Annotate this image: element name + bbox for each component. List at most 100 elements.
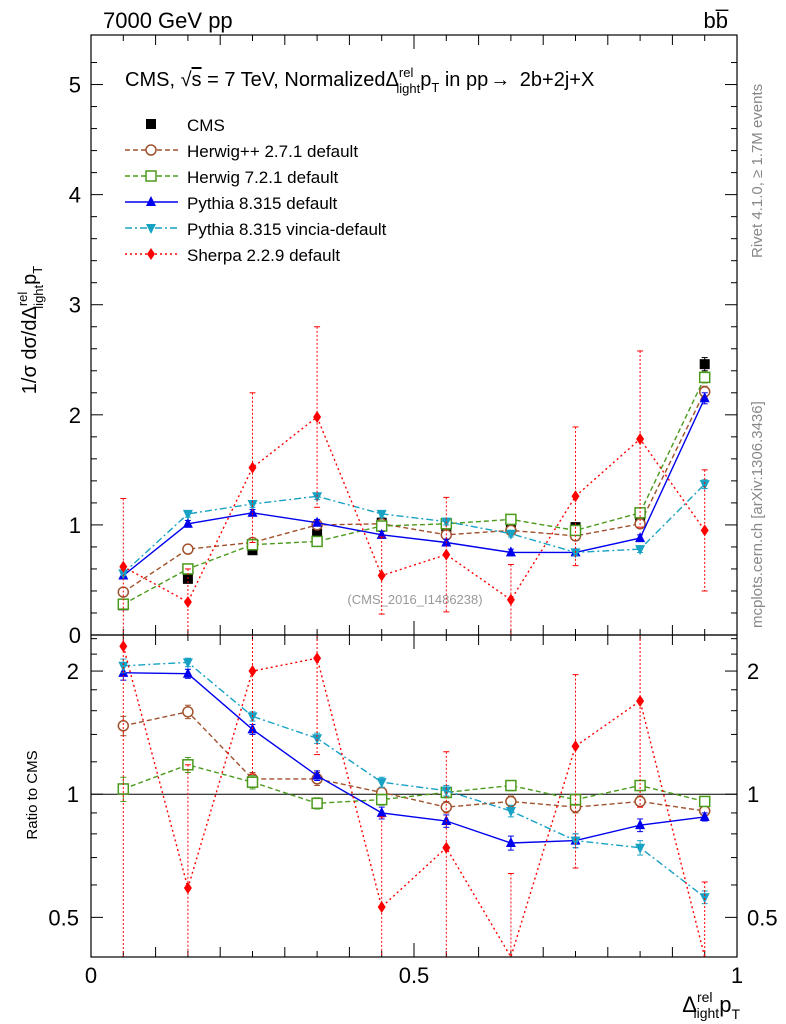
point-herwig7 [634, 779, 646, 792]
mcplots-label: mcplots.cern.ch [arXiv:1306.3436] [749, 401, 766, 628]
point-vincia [635, 843, 646, 854]
legend-marker-vincia [146, 224, 156, 234]
y-axis-label: 1/σ dσ/dΔrellightpT [15, 266, 46, 395]
point-sherpa [506, 593, 515, 606]
legend-label-sherpa: Sherpa 2.2.9 default [187, 246, 340, 265]
series-line-pythia [122, 398, 706, 577]
point-vincia [182, 658, 193, 669]
legend-marker-herwig7 [145, 170, 157, 182]
point-sherpa [700, 524, 709, 537]
point-herwig7 [698, 371, 711, 384]
main-series [117, 326, 711, 636]
point-sherpa [183, 595, 192, 608]
series-herwigpp [117, 385, 711, 598]
point-herwig7 [569, 524, 582, 537]
point-herwigpp [117, 720, 130, 732]
ratio-y-tick-label-right: 1 [747, 782, 759, 807]
energy-label: 7000 GeV pp [103, 8, 233, 33]
ratio-y-axis-label: Ratio to CMS [24, 750, 41, 839]
point-sherpa [248, 665, 257, 678]
series-line-pythia [123, 672, 705, 844]
point-sherpa [442, 548, 451, 561]
ratio-y-ticks: 0.5 0.5 1 1 2 2 [48, 638, 778, 930]
point-cms [699, 359, 710, 370]
main-y-tick-label: 0 [69, 623, 81, 648]
series-sherpa [119, 326, 709, 636]
legend-label-vincia: Pythia 8.315 vincia-default [187, 220, 387, 239]
series-pythia [118, 665, 710, 851]
point-pythia [247, 506, 258, 517]
point-vincia [441, 786, 452, 797]
point-herwig7 [505, 513, 517, 526]
analysis-watermark: (CMS_2016_I1486238) [347, 592, 482, 607]
point-vincia [312, 492, 323, 503]
ratio-panel-frame [90, 634, 738, 958]
legend-entry-sherpa: Sherpa 2.2.9 default [125, 246, 340, 265]
series-herwig7 [117, 756, 711, 810]
legend-marker-pythia [146, 196, 156, 206]
point-herwig7 [246, 538, 259, 551]
series-herwigpp [117, 704, 711, 817]
legend-label-herwig7: Herwig 7.2.1 default [187, 168, 338, 187]
point-vincia [118, 661, 129, 672]
legend: CMS Herwig++ 2.7.1 default Herwig 7.2.1 de… [125, 116, 387, 265]
legend-entry-vincia: Pythia 8.315 vincia-default [125, 220, 387, 239]
ratio-y-tick-label: 2 [67, 659, 79, 684]
main-y-tick-label: 4 [69, 183, 81, 208]
point-pythia [376, 528, 387, 539]
point-sherpa [636, 433, 645, 446]
point-vincia [376, 509, 387, 520]
legend-entry-cms: CMS [146, 116, 225, 135]
point-herwig7 [311, 797, 323, 810]
point-cms [312, 528, 323, 539]
ratio-y-tick-label-right: 2 [747, 659, 759, 684]
main-y-tick-label: 2 [69, 403, 81, 428]
point-pythia [312, 516, 323, 527]
point-pythia [505, 546, 516, 557]
x-ticks: 0 0.5 1 [85, 35, 743, 988]
point-sherpa [377, 569, 386, 582]
ratio-y-tick-label: 0.5 [48, 905, 79, 930]
point-vincia [505, 806, 516, 817]
series-line-herwigpp [122, 391, 706, 593]
point-herwig7 [246, 776, 259, 788]
series-line-sherpa [122, 415, 706, 603]
point-sherpa [571, 490, 580, 503]
point-pythia [699, 810, 710, 821]
point-pythia [182, 667, 193, 678]
point-vincia [505, 529, 516, 540]
chart-title: CMS, √s = 7 TeV, NormalizedΔrel lightpT i… [125, 65, 594, 96]
point-vincia [635, 545, 646, 556]
point-vincia [570, 836, 581, 847]
legend-entry-pythia: Pythia 8.315 default [125, 194, 338, 213]
legend-label-herwigpp: Herwig++ 2.7.1 default [187, 142, 358, 161]
main-y-ticks: 0 1 2 3 4 5 [69, 62, 737, 648]
series-cms [118, 357, 710, 611]
process-label: bb̅ [704, 8, 729, 33]
series-line-vincia [123, 661, 706, 898]
series-vincia [118, 657, 710, 905]
point-sherpa [119, 560, 128, 573]
point-vincia [182, 509, 193, 520]
ratio-y-tick-label-right: 0.5 [747, 905, 778, 930]
point-sherpa [248, 461, 257, 474]
series-line-herwig7 [123, 764, 705, 805]
x-tick-label: 0 [85, 963, 97, 988]
point-pythia [635, 532, 646, 543]
point-sherpa [571, 740, 580, 753]
point-pythia [699, 392, 710, 403]
point-herwigpp [440, 801, 453, 813]
point-sherpa [636, 694, 645, 707]
point-pythia [312, 769, 323, 780]
main-y-tick-label: 3 [69, 293, 81, 318]
ratio-y-tick-label: 1 [67, 782, 79, 807]
point-herwig7 [375, 793, 388, 806]
legend-label-cms: CMS [187, 116, 225, 135]
point-herwig7 [311, 535, 323, 548]
point-sherpa [119, 640, 128, 653]
legend-entry-herwig7: Herwig 7.2.1 default [125, 168, 338, 187]
legend-entry-herwigpp: Herwig++ 2.7.1 default [125, 142, 358, 161]
point-pythia [376, 806, 387, 817]
point-herwig7 [698, 795, 711, 808]
